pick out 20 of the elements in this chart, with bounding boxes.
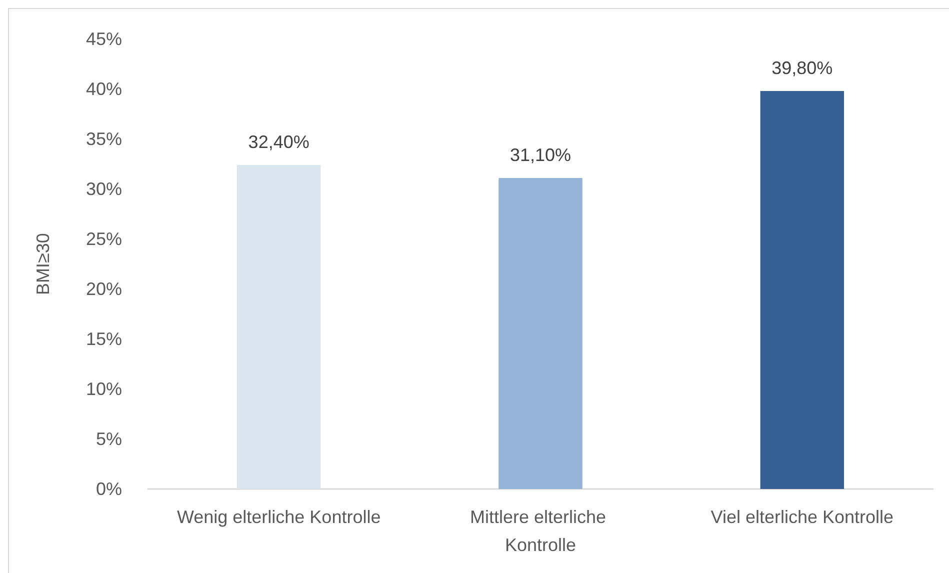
y-tick-label: 35% (86, 129, 122, 149)
bar (498, 178, 582, 489)
y-tick-label: 40% (86, 79, 122, 99)
y-tick-label: 0% (96, 479, 122, 499)
data-label: 39,80% (772, 58, 833, 78)
y-tick-label: 10% (86, 379, 122, 399)
x-tick-label: Wenig elterliche Kontrolle (176, 507, 381, 527)
bar (760, 91, 844, 489)
y-tick-label: 15% (86, 329, 122, 349)
data-label: 32,40% (248, 132, 310, 152)
x-tick-label: Mittlere elterliche Kontrolle (470, 507, 612, 555)
y-tick-label: 20% (86, 279, 122, 299)
y-tick-label: 45% (86, 29, 122, 49)
data-label: 31,10% (510, 145, 572, 165)
y-tick-label: 5% (96, 429, 122, 449)
y-tick-label: 25% (86, 229, 122, 249)
x-tick-label: Viel elterliche Kontrolle (710, 507, 894, 527)
y-tick-label: 30% (86, 179, 122, 199)
bar (236, 165, 321, 489)
y-axis-title: BMI≥30 (33, 233, 53, 295)
